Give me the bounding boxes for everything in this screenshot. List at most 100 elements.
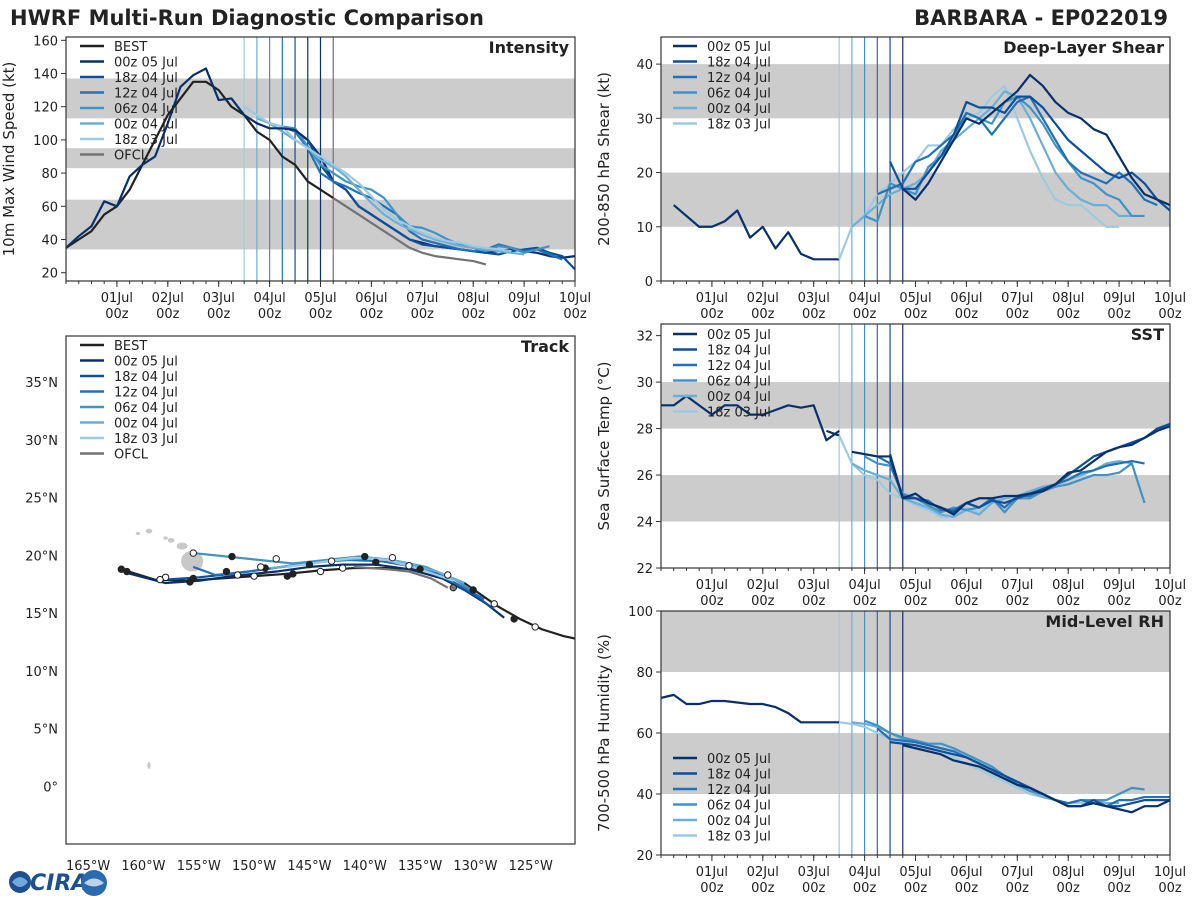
legend-label: 00z 04 Jul [114, 417, 178, 432]
panel-title: Intensity [489, 38, 570, 57]
y-tick-label: 40 [636, 58, 653, 73]
island-shape [147, 762, 151, 769]
x-tick-label: 02Jul [747, 865, 779, 880]
series-line [838, 84, 1120, 260]
legend-label: 00z 04 Jul [707, 390, 771, 405]
x-tick-label: 10Jul [1154, 865, 1186, 880]
legend-label: 06z 04 Jul [114, 102, 178, 117]
plot-area [661, 324, 1170, 568]
legend-label: BEST [114, 40, 147, 55]
y-tick-label: 80 [636, 666, 653, 681]
track-marker [372, 558, 380, 566]
x-tick-label: 125°W [509, 859, 553, 874]
series-line [243, 105, 512, 253]
x-tick-label: 03Jul [203, 291, 235, 306]
y-axis-label: 200-850 hPa Shear (kt) [595, 72, 613, 246]
x-tick-label: 03Jul [798, 865, 830, 880]
plot-area [66, 37, 575, 281]
legend-label: 12z 04 Jul [707, 783, 771, 798]
x-tick-label: 08Jul [1052, 578, 1084, 593]
y-tick-label: 30 [636, 376, 653, 391]
y-tick-label: 100 [33, 134, 58, 149]
legend-label: 00z 05 Jul [114, 355, 178, 370]
series-line [851, 425, 1170, 516]
series-line [353, 565, 449, 589]
x-tick-label: 00z [1158, 594, 1182, 609]
x-tick-label: 09Jul [508, 291, 540, 306]
x-tick-label: 165°W [66, 859, 110, 874]
track-marker [117, 565, 126, 573]
x-tick-label: 145°W [287, 859, 331, 874]
chart-intensity: 2040608010012014016001Jul00z02Jul00z03Ju… [0, 34, 591, 322]
series-line [889, 95, 1170, 212]
x-tick-label: 00z [904, 307, 928, 322]
x-tick-label: 00z [512, 307, 536, 322]
x-tick-label: 08Jul [1052, 865, 1084, 880]
x-tick-label: 06Jul [355, 291, 387, 306]
y-tick-label: 26 [636, 469, 653, 484]
track-marker [490, 600, 498, 608]
y-axis-label: 700-500 hPa Humidity (%) [595, 634, 613, 832]
legend-label: 00z 05 Jul [707, 752, 771, 767]
y-tick-label: 100 [628, 605, 653, 620]
track-marker [257, 563, 265, 571]
x-tick-label: 08Jul [1052, 291, 1084, 306]
legend-label: 12z 04 Jul [114, 87, 178, 102]
track-marker [189, 549, 197, 557]
chart-sst: 22242628303201Jul00z02Jul00z03Jul00z04Ju… [595, 323, 1186, 609]
island-shape [135, 531, 141, 536]
track-marker [338, 564, 347, 572]
series-line [826, 429, 840, 437]
logo-text: CIRA [30, 871, 88, 896]
x-tick-label: 09Jul [1103, 865, 1135, 880]
x-tick-label: 05Jul [899, 865, 931, 880]
series-line [661, 693, 840, 724]
y-tick-label: 160 [33, 34, 58, 49]
x-tick-label: 135°W [398, 859, 442, 874]
y-tick-label: 35°N [25, 376, 58, 391]
x-tick-label: 09Jul [1103, 291, 1135, 306]
track-marker [316, 567, 325, 576]
chart-rh: 2040608010001Jul00z02Jul00z03Jul00z04Jul… [595, 605, 1186, 896]
series-line [661, 394, 840, 442]
y-tick-label: 15°N [25, 607, 58, 622]
series-line [851, 460, 1133, 518]
panel-title: Track [521, 337, 569, 356]
shade-band [661, 64, 1170, 119]
legend-label: 00z 04 Jul [707, 814, 771, 829]
x-tick-label: 04Jul [253, 291, 285, 306]
x-tick-label: 00z [309, 307, 333, 322]
x-tick-label: 04Jul [848, 291, 880, 306]
x-tick-label: 00z [904, 881, 928, 896]
y-tick-label: 20 [636, 167, 653, 182]
x-tick-label: 00z [751, 881, 775, 896]
shade-band [661, 611, 1170, 672]
x-tick-label: 00z [904, 594, 928, 609]
legend-label: 12z 04 Jul [707, 359, 771, 374]
y-tick-label: 80 [41, 167, 58, 182]
x-tick-label: 00z [751, 307, 775, 322]
legend-label: 18z 04 Jul [707, 56, 771, 71]
series-line [294, 130, 575, 271]
track-marker [469, 586, 477, 594]
x-tick-label: 00z [853, 307, 877, 322]
x-tick-label: 00z [1107, 881, 1131, 896]
y-tick-label: 40 [636, 788, 653, 803]
series-line [66, 67, 309, 249]
legend-label: 18z 04 Jul [707, 344, 771, 359]
x-tick-label: 00z [853, 594, 877, 609]
track-marker [272, 555, 280, 563]
x-tick-label: 155°W [177, 859, 221, 874]
x-tick-label: 00z [955, 307, 979, 322]
y-tick-label: 24 [636, 516, 653, 531]
y-axis-label: 10m Max Wind Speed (kt) [0, 62, 18, 257]
legend-label: 18z 04 Jul [114, 71, 178, 86]
series-line [66, 80, 334, 249]
x-tick-label: 01Jul [696, 291, 728, 306]
x-tick-label: 00z [853, 881, 877, 896]
x-tick-label: 130°W [453, 859, 497, 874]
x-tick-label: 00z [462, 307, 486, 322]
